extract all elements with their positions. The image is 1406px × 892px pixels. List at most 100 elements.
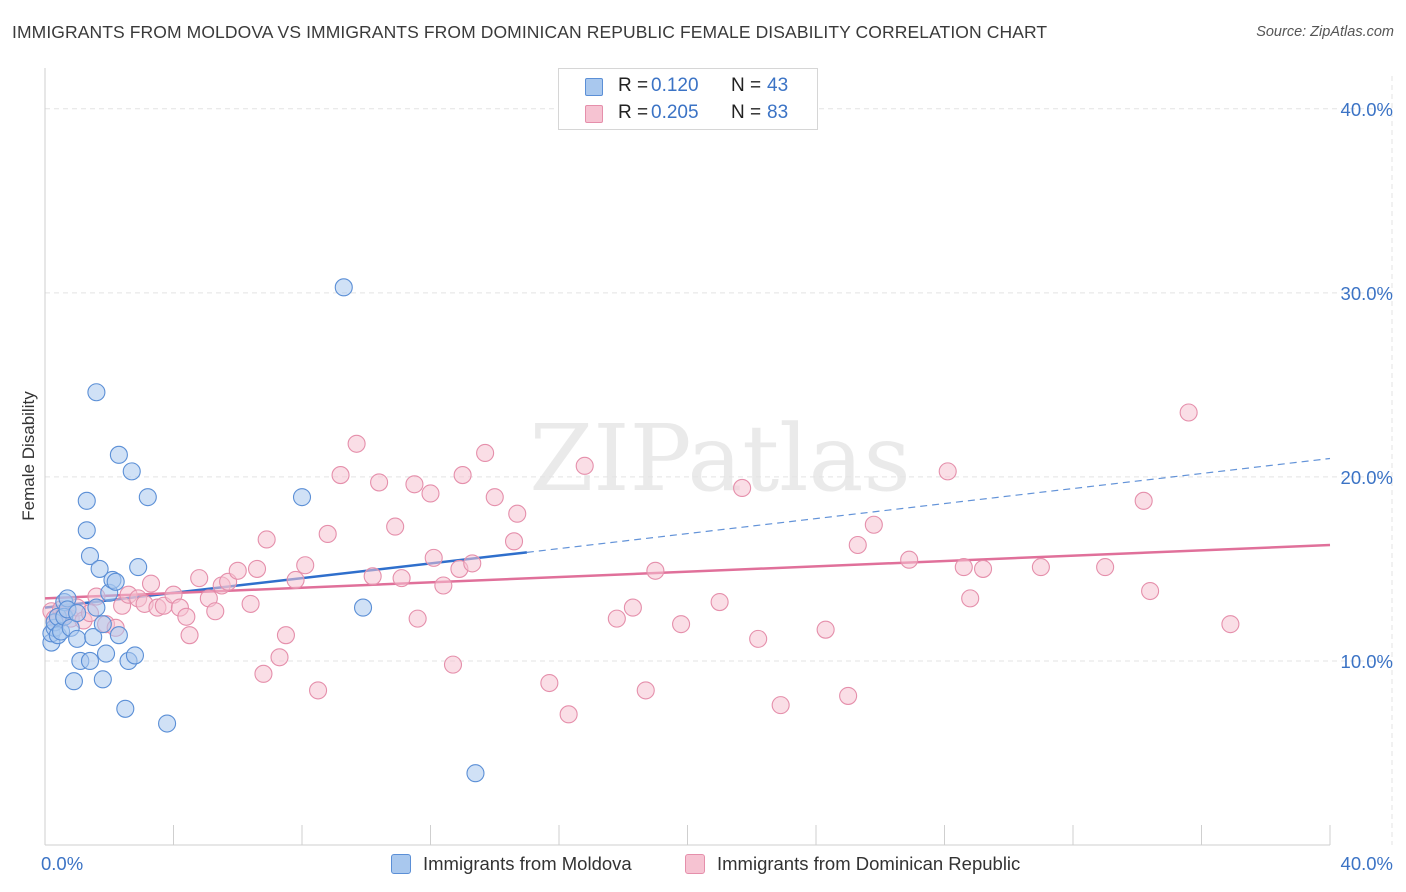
n-value: 43 <box>767 75 789 96</box>
dominican-point <box>485 488 504 507</box>
dominican-point <box>309 681 328 700</box>
y-tick-labels: 10.0% 20.0% 30.0% 40.0% <box>1341 99 1393 672</box>
dominican-point <box>141 574 161 593</box>
dominican-point <box>228 561 247 580</box>
moldova-trend-extension <box>526 457 1331 553</box>
dominican-point <box>1179 403 1198 422</box>
dominican-point <box>443 655 463 674</box>
legend-label: Immigrants from Dominican Republic <box>717 853 1021 874</box>
dominican-point <box>254 664 273 683</box>
moldova-swatch <box>585 78 603 96</box>
moldova-point <box>87 383 106 402</box>
n-label: N = <box>731 75 762 96</box>
dominican-point <box>607 609 626 628</box>
dominican-point <box>504 532 524 551</box>
dominican-point <box>575 456 594 475</box>
moldova-point <box>90 559 109 578</box>
dominican-point <box>370 473 389 492</box>
dominican-point <box>318 524 337 544</box>
y-axis-label: Female Disability <box>19 391 38 521</box>
source-label: Source: ZipAtlas.com <box>1256 24 1394 40</box>
chart-title: IMMIGRANTS FROM MOLDOVA VS IMMIGRANTS FR… <box>12 22 1048 42</box>
dominican-point <box>247 559 267 578</box>
dominican-point <box>1031 558 1050 577</box>
moldova-point <box>77 491 96 510</box>
moldova-point <box>93 615 112 634</box>
n-value: 83 <box>767 102 789 123</box>
moldova-point <box>87 598 106 617</box>
dominican-point <box>463 554 482 573</box>
moldova-point <box>125 646 144 665</box>
r-label: R = <box>618 102 649 123</box>
dominican-point <box>257 530 276 549</box>
dominican-point <box>434 576 453 595</box>
moldova-swatch <box>391 854 411 874</box>
n-label: N = <box>731 102 762 123</box>
moldova-point <box>93 670 112 689</box>
dominican-point <box>973 559 993 578</box>
dominican-point <box>296 556 315 575</box>
moldova-point <box>122 462 141 481</box>
dominican-point <box>848 535 867 555</box>
dominican-point <box>816 620 835 639</box>
r-value: 0.205 <box>651 102 699 123</box>
dominican-point <box>363 567 382 586</box>
x-tick-label: 40.0% <box>1341 853 1393 874</box>
dominican-point <box>405 475 424 494</box>
moldova-point <box>129 558 148 577</box>
y-tick-label: 40.0% <box>1341 99 1393 120</box>
dominican-point <box>421 484 440 503</box>
moldova-point <box>334 278 353 297</box>
r-value: 0.120 <box>651 75 699 96</box>
dominican-point <box>864 515 883 534</box>
dominican-point <box>508 504 527 523</box>
dominican-point <box>1134 491 1153 510</box>
moldova-point <box>292 488 312 507</box>
dominican-point <box>623 598 642 617</box>
moldova-point <box>77 521 96 540</box>
dominican-point <box>476 443 495 463</box>
dominican-point <box>1221 615 1240 634</box>
gridlines <box>45 76 1393 845</box>
moldova-point <box>158 714 177 733</box>
moldova-point <box>84 627 103 647</box>
r-label: R = <box>618 75 649 96</box>
moldova-point <box>109 626 128 645</box>
dominican-point <box>672 615 691 634</box>
dominican-swatch <box>585 105 603 123</box>
legend-stats: R = 0.120 N = 43 R = 0.205 N = 83 <box>558 68 818 130</box>
dominican-trend-line <box>44 543 1331 600</box>
dominican-point <box>1096 558 1115 577</box>
dominican-point <box>424 548 443 567</box>
dominican-point <box>286 570 305 590</box>
dominican-point <box>276 626 295 645</box>
moldova-point <box>353 598 373 617</box>
dominican-point <box>839 686 858 705</box>
moldova-point <box>96 644 116 663</box>
moldova-point <box>64 672 83 691</box>
legend-label: Immigrants from Moldova <box>423 853 632 874</box>
dominican-point <box>453 466 472 485</box>
dominican-point <box>540 673 559 693</box>
moldova-point <box>466 764 485 783</box>
watermark: ZIPatlas <box>529 405 910 512</box>
dominican-point <box>749 629 768 648</box>
y-tick-label: 10.0% <box>1341 651 1393 672</box>
dominican-point <box>386 517 405 536</box>
dominican-swatch <box>685 854 705 874</box>
dominican-point <box>646 561 665 580</box>
dominican-point <box>206 602 225 621</box>
dominican-point <box>270 648 289 667</box>
moldova-point <box>106 572 125 591</box>
dominican-point <box>961 589 980 608</box>
dominican-point <box>392 569 411 588</box>
moldova-point <box>80 546 100 566</box>
dominican-point <box>177 607 196 626</box>
x-tick-label: 0.0% <box>41 853 83 874</box>
moldova-point <box>80 651 100 671</box>
y-tick-label: 20.0% <box>1341 467 1393 488</box>
axes <box>44 68 1331 846</box>
dominican-point <box>636 681 655 700</box>
y-tick-label: 30.0% <box>1341 283 1393 304</box>
dominican-point <box>1141 581 1160 601</box>
